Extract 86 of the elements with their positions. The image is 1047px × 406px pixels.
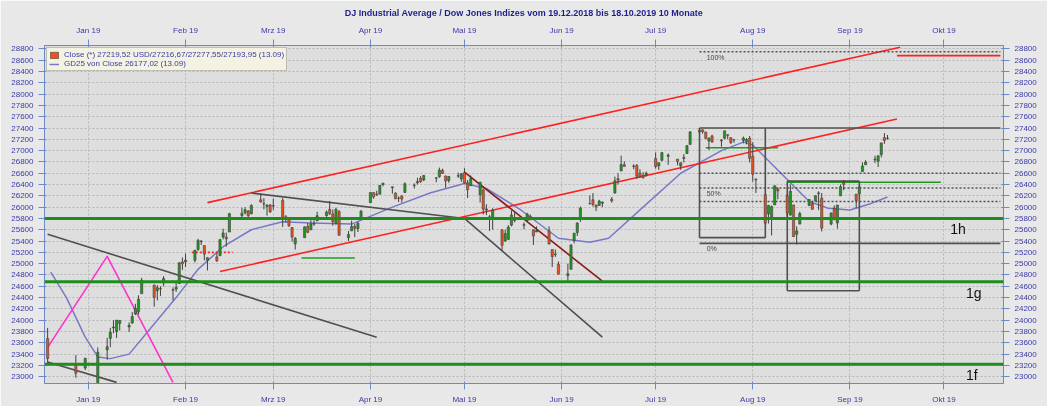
y2-tick-label: 26800 bbox=[1014, 157, 1038, 167]
y-tick-label: 24400 bbox=[11, 293, 35, 303]
y2-tick-label: 27600 bbox=[1014, 112, 1038, 122]
y-tick-label: 27600 bbox=[11, 112, 35, 122]
y-tick-label: 24200 bbox=[11, 304, 35, 314]
y-tick-label: 28000 bbox=[11, 89, 35, 99]
x-tick-label: Jul 19 bbox=[644, 25, 667, 35]
y-tick-label: 23800 bbox=[11, 327, 35, 336]
x2-tick-label: Mrz 19 bbox=[261, 394, 287, 404]
x2-tick-label: Okt 19 bbox=[932, 394, 957, 404]
y-tick-label: 26000 bbox=[11, 202, 35, 212]
y2-tick-label: 25400 bbox=[1014, 236, 1038, 246]
y-tick-label: 24600 bbox=[11, 281, 35, 291]
y2-tick-label: 25200 bbox=[1014, 247, 1038, 257]
y2-tick-label: 23400 bbox=[1014, 349, 1038, 359]
x2-tick-label: Jun 19 bbox=[549, 394, 575, 404]
x-tick-label: Mrz 19 bbox=[261, 25, 287, 35]
y2-tick-label: 23000 bbox=[1014, 372, 1038, 382]
y-tick-label: 25800 bbox=[11, 213, 35, 223]
y-tick-label: 26200 bbox=[11, 191, 35, 201]
y-tick-label: 27800 bbox=[11, 100, 35, 110]
y2-tick-label: 24000 bbox=[1014, 315, 1038, 325]
y-tick-label: 25200 bbox=[11, 247, 35, 257]
y2-tick-label: 27400 bbox=[1014, 123, 1038, 133]
legend-label: GD25 von Close 26177,02 (13.09) bbox=[64, 59, 186, 68]
y-tick-label: 26400 bbox=[11, 180, 35, 190]
x-tick-label: Okt 19 bbox=[932, 25, 957, 35]
y-tick-label: 26600 bbox=[11, 168, 35, 178]
x-tick-label: Feb 19 bbox=[173, 25, 199, 35]
x-tick-label: Jun 19 bbox=[549, 25, 575, 35]
x2-tick-label: Aug 19 bbox=[740, 394, 767, 404]
x-tick-label: Mai 19 bbox=[452, 25, 478, 35]
y2-tick-label: 24400 bbox=[1014, 293, 1038, 303]
y2-tick-label: 28800 bbox=[1014, 44, 1038, 54]
y-tick-label: 25600 bbox=[11, 225, 35, 235]
y-tick-label: 23600 bbox=[11, 338, 35, 348]
y2-tick-label: 28600 bbox=[1014, 55, 1038, 65]
y-tick-label: 28800 bbox=[11, 44, 35, 54]
x2-tick-label: Sep 19 bbox=[837, 394, 864, 404]
x-tick-label: Jan 19 bbox=[76, 25, 101, 35]
x2-tick-label: Jul 19 bbox=[644, 394, 667, 404]
y2-tick-label: 26600 bbox=[1014, 168, 1038, 178]
y-tick-label: 27400 bbox=[11, 123, 35, 133]
y-tick-label: 23000 bbox=[11, 372, 35, 382]
y-tick-label: 25000 bbox=[11, 259, 35, 269]
x2-tick-label: Jan 19 bbox=[76, 394, 101, 404]
legend-label: Close (*) 27219,52 USD/27216,67/27277,55/27193,95 (13.09) bbox=[64, 50, 285, 59]
y2-tick-label: 26400 bbox=[1014, 180, 1038, 190]
y2-tick-label: 28000 bbox=[1014, 89, 1038, 99]
x2-tick-label: Apr 19 bbox=[358, 394, 383, 404]
y2-tick-label: 23800 bbox=[1014, 327, 1038, 336]
y2-tick-label: 27000 bbox=[1014, 146, 1038, 156]
y-tick-label: 23200 bbox=[11, 360, 35, 370]
y2-tick-label: 25000 bbox=[1014, 259, 1038, 269]
annotation: 1g bbox=[965, 284, 982, 301]
y-tick-label: 24800 bbox=[11, 270, 35, 280]
y2-tick-label: 27200 bbox=[1014, 134, 1038, 144]
y-tick-label: 27000 bbox=[11, 146, 35, 156]
y-tick-label: 25400 bbox=[11, 236, 35, 246]
y-tick-label: 26800 bbox=[11, 157, 35, 167]
annotation: 1h bbox=[950, 221, 966, 238]
y-tick-label: 24000 bbox=[11, 315, 35, 325]
y2-tick-label: 27800 bbox=[1014, 100, 1038, 110]
x-tick-label: Aug 19 bbox=[740, 25, 767, 35]
y2-tick-label: 24800 bbox=[1014, 270, 1038, 280]
x2-tick-label: Feb 19 bbox=[173, 394, 199, 404]
y-tick-label: 28600 bbox=[11, 55, 35, 65]
y2-tick-label: 28200 bbox=[1014, 78, 1038, 88]
y2-tick-label: 24200 bbox=[1014, 304, 1038, 314]
y-tick-label: 28200 bbox=[11, 78, 35, 88]
y2-tick-label: 23200 bbox=[1014, 360, 1038, 370]
y2-tick-label: 25800 bbox=[1014, 213, 1038, 223]
x-tick-label: Apr 19 bbox=[358, 25, 383, 35]
y-tick-label: 27200 bbox=[11, 134, 35, 144]
annotation: 1f bbox=[965, 367, 978, 384]
y2-tick-label: 26200 bbox=[1014, 191, 1038, 201]
y2-tick-label: 28400 bbox=[1014, 67, 1038, 76]
y2-tick-label: 23600 bbox=[1014, 338, 1038, 348]
chart-title: DJ Industrial Average / Dow Jones Indizes vom 19.12.2018 bis 18.10.2019 10 Monate bbox=[344, 7, 703, 18]
y2-tick-label: 24600 bbox=[1014, 281, 1038, 291]
y2-tick-label: 26000 bbox=[1014, 202, 1038, 212]
y-tick-label: 23400 bbox=[11, 349, 35, 359]
y-tick-label: 28400 bbox=[11, 67, 35, 76]
y2-tick-label: 25600 bbox=[1014, 225, 1038, 235]
x2-tick-label: Mai 19 bbox=[452, 394, 478, 404]
x-tick-label: Sep 19 bbox=[837, 25, 864, 35]
